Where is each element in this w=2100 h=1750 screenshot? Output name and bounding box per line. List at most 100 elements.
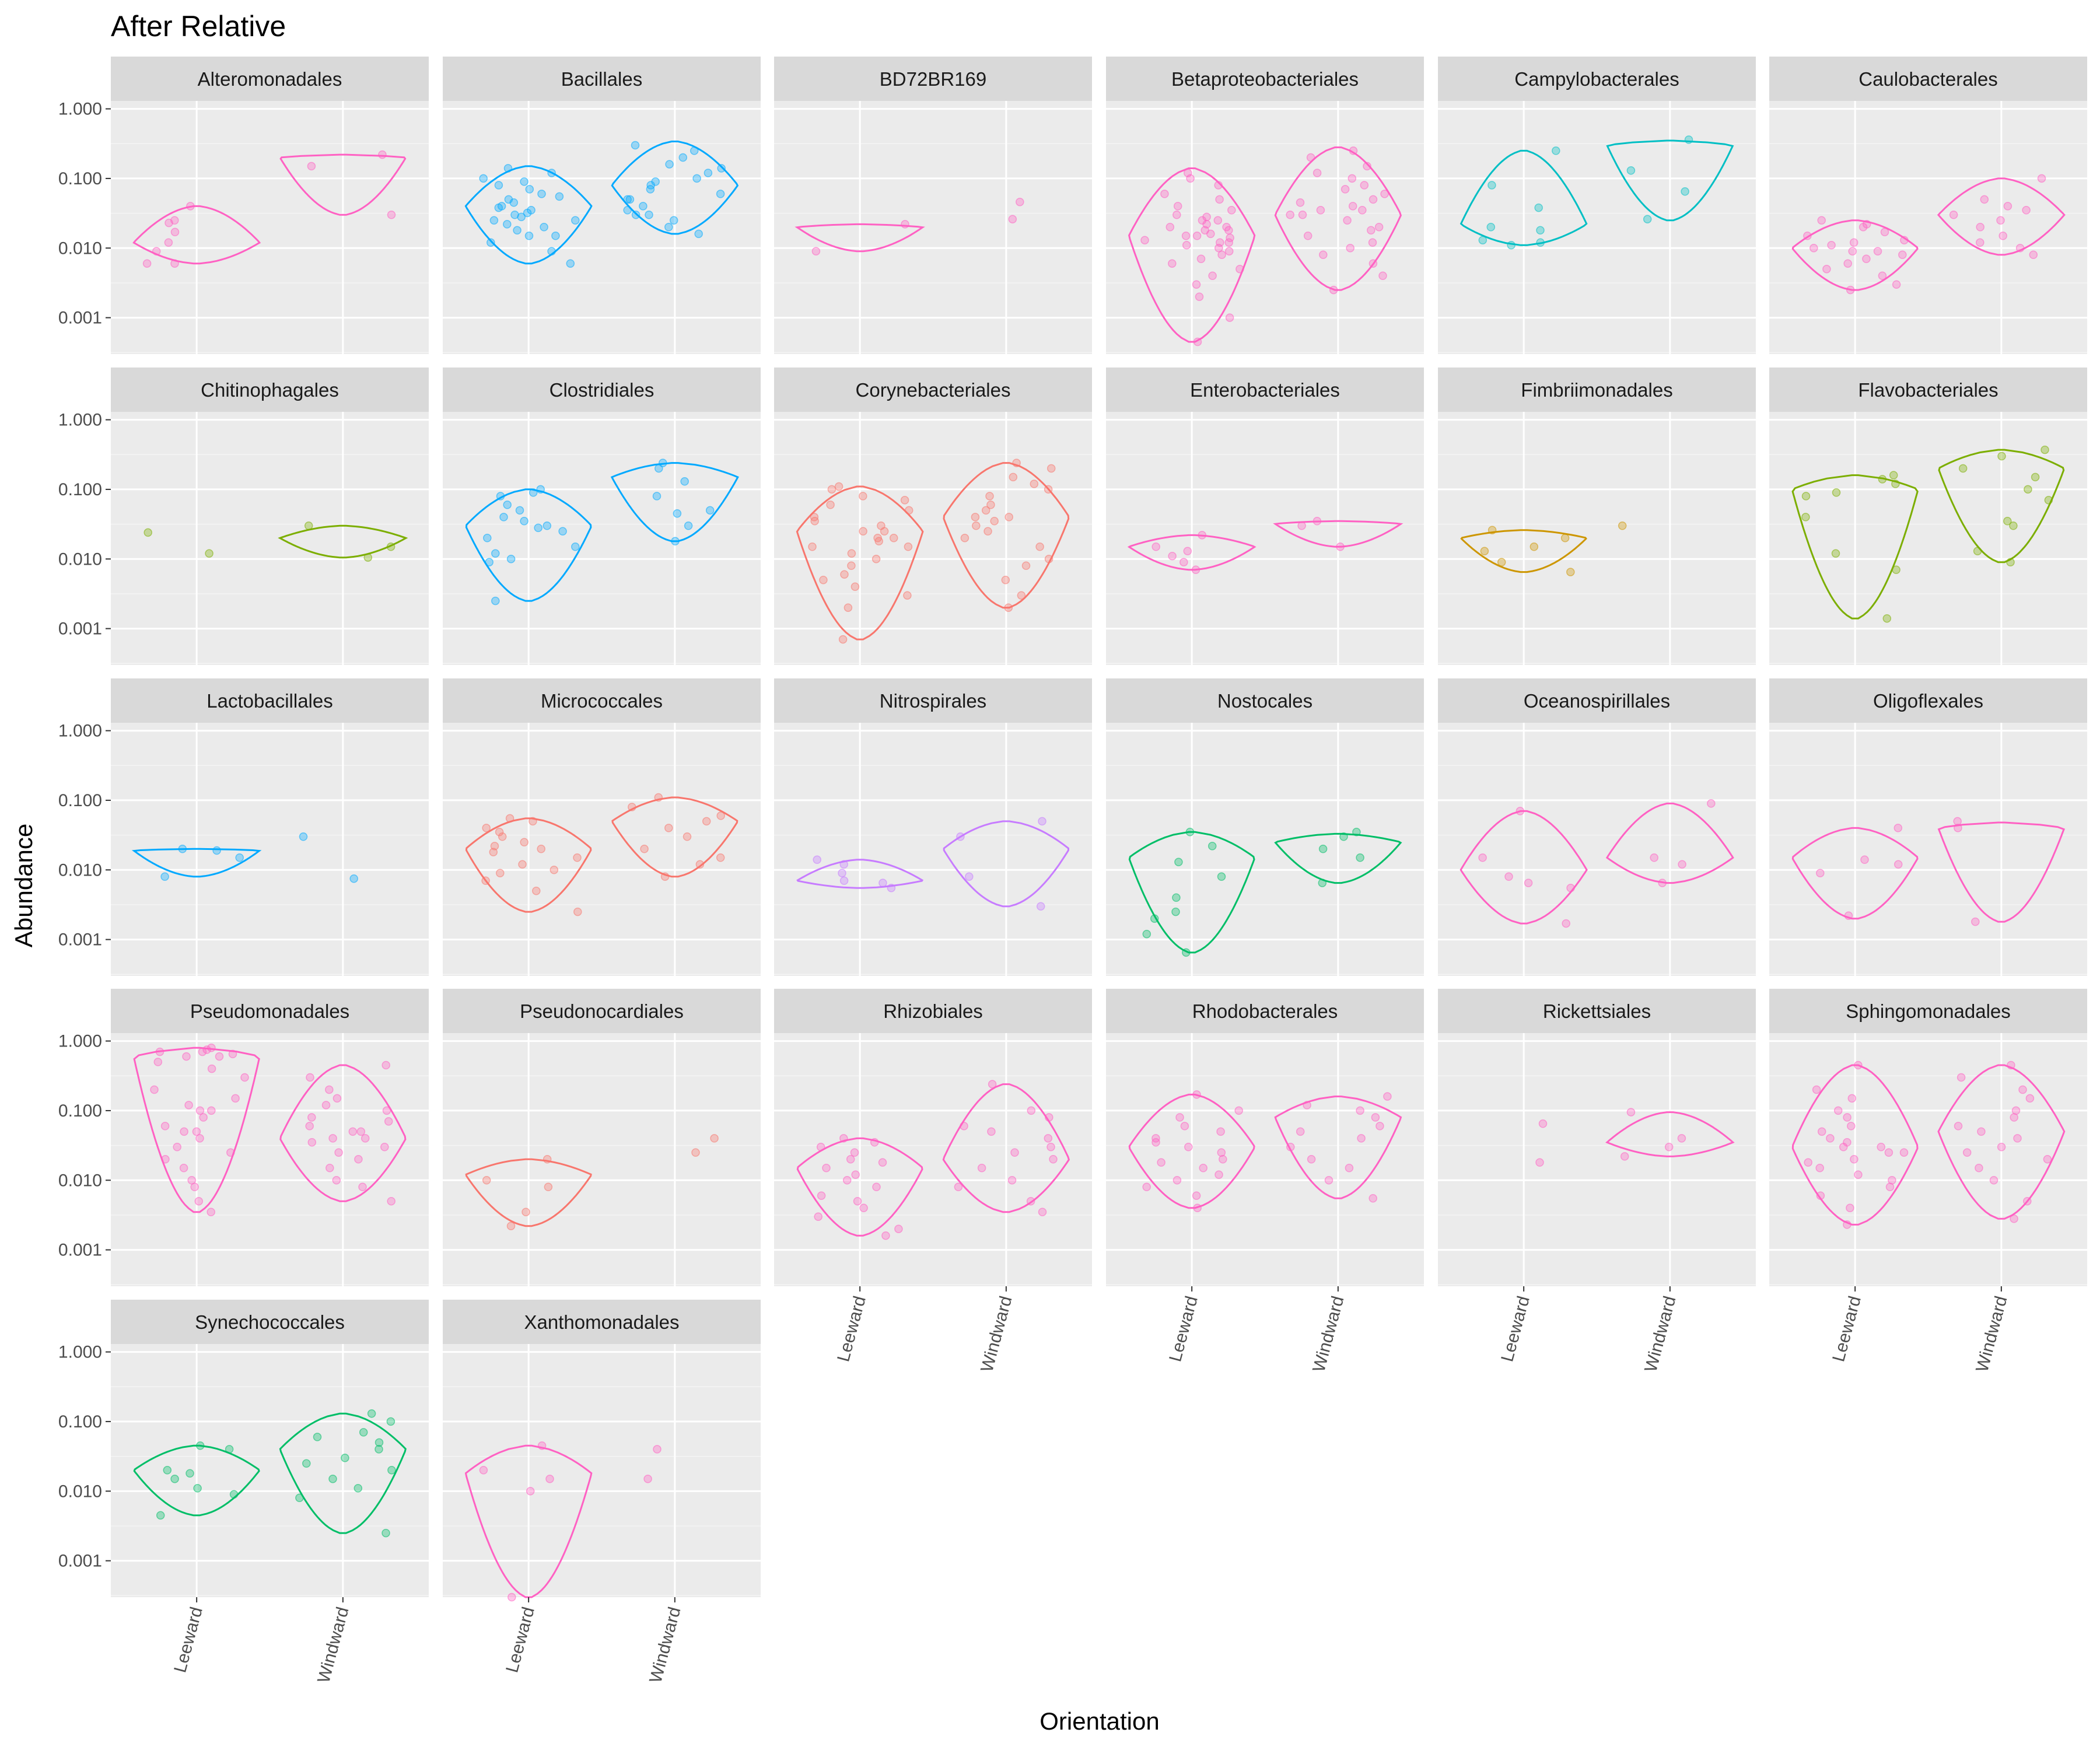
panel-background — [443, 1344, 761, 1597]
data-point — [225, 1445, 234, 1454]
data-point — [690, 146, 699, 155]
data-point — [1843, 1113, 1852, 1122]
data-point — [826, 501, 835, 509]
panel-background — [1769, 1033, 2087, 1286]
data-point — [178, 845, 187, 853]
data-point — [182, 1052, 191, 1061]
data-point — [1193, 337, 1202, 346]
data-point — [1538, 1119, 1548, 1128]
data-point — [1678, 860, 1686, 869]
data-point — [506, 1222, 516, 1230]
facet-strip — [443, 368, 761, 412]
data-point — [1166, 223, 1175, 232]
data-point — [1620, 1152, 1629, 1161]
facet-nitrospirales: Nitrospirales — [774, 678, 1092, 976]
data-point — [2024, 485, 2032, 494]
data-point — [206, 1208, 215, 1216]
data-point — [1168, 552, 1177, 561]
data-point — [694, 229, 703, 239]
data-point — [651, 177, 660, 186]
data-point — [1172, 211, 1181, 219]
data-point — [527, 206, 536, 215]
data-point — [870, 1138, 879, 1147]
data-point — [374, 1445, 383, 1454]
data-point — [207, 1106, 216, 1115]
data-point — [1684, 135, 1693, 144]
violin-windward — [1937, 177, 2066, 256]
facet-nostocales: Nostocales — [1106, 678, 1424, 976]
data-point — [1854, 1060, 1863, 1070]
violin-leeward — [1128, 831, 1255, 954]
facet-caulobacterales: Caulobacterales — [1769, 57, 2087, 354]
data-point — [2043, 1155, 2052, 1164]
data-point — [1150, 914, 1159, 923]
facet-campylobacterales: Campylobacterales — [1438, 57, 1756, 354]
data-point — [717, 164, 726, 173]
data-point — [164, 238, 173, 247]
data-point — [1817, 1127, 1826, 1136]
data-point — [654, 793, 663, 802]
data-point — [822, 1164, 831, 1172]
data-point — [1157, 1158, 1166, 1167]
data-point — [326, 1164, 334, 1172]
data-point — [1976, 238, 1985, 247]
data-point — [161, 1155, 170, 1164]
data-point — [1208, 842, 1217, 850]
panel-background — [774, 1033, 1092, 1286]
facet-strip-label: Rhizobiales — [883, 1000, 983, 1022]
data-point — [1175, 1113, 1184, 1122]
data-point — [716, 190, 725, 198]
data-point — [1214, 1170, 1223, 1180]
data-point — [1152, 542, 1160, 551]
facet-panels: Alteromonadales 0.001 0.010 0.100 1.000 Bacil… — [58, 57, 2087, 1685]
facet-strip-label: Betaproteobacteriales — [1171, 68, 1359, 90]
data-point — [1339, 832, 1348, 841]
data-point — [1658, 878, 1667, 887]
data-point — [207, 1064, 216, 1073]
violin-windward — [1274, 832, 1402, 884]
panel-background — [1769, 723, 2087, 976]
data-point — [1196, 254, 1206, 264]
data-point — [573, 853, 582, 862]
data-point — [673, 509, 682, 518]
data-point — [163, 1466, 172, 1475]
data-point — [1046, 464, 1056, 473]
data-point — [307, 1138, 317, 1147]
data-point — [1227, 206, 1236, 215]
facet-strip-label: Xanthomonadales — [524, 1311, 679, 1333]
data-point — [1174, 858, 1183, 866]
facet-strip-label: Enterobacteriales — [1190, 379, 1340, 401]
data-point — [695, 860, 705, 869]
panel-background — [1438, 412, 1756, 665]
data-point — [1535, 1158, 1544, 1167]
y-tick-label: 0.100 — [58, 791, 102, 810]
data-point — [1349, 146, 1358, 155]
data-point — [1980, 195, 1989, 204]
data-point — [496, 492, 505, 501]
data-point — [387, 1196, 396, 1206]
data-point — [1817, 216, 1826, 225]
data-point — [534, 523, 542, 533]
data-point — [1497, 558, 1506, 566]
x-axis-title: Orientation — [1040, 1707, 1159, 1735]
data-point — [819, 575, 828, 584]
data-point — [1213, 216, 1223, 225]
data-point — [1360, 181, 1369, 190]
data-point — [325, 1085, 334, 1094]
y-tick-label: 1.000 — [58, 1343, 102, 1362]
data-point — [1376, 1122, 1384, 1130]
data-point — [307, 1113, 316, 1122]
data-point — [1225, 313, 1234, 322]
data-point — [850, 582, 860, 592]
data-point — [1191, 565, 1200, 575]
data-point — [1217, 872, 1226, 881]
data-point — [510, 211, 519, 219]
data-point — [240, 1073, 249, 1082]
facet-strip — [111, 368, 429, 412]
data-point — [692, 174, 701, 183]
y-tick-label: 1.000 — [58, 100, 102, 119]
data-point — [660, 872, 670, 881]
data-point — [704, 169, 713, 177]
panel-background — [111, 1033, 429, 1286]
data-point — [1319, 250, 1328, 260]
